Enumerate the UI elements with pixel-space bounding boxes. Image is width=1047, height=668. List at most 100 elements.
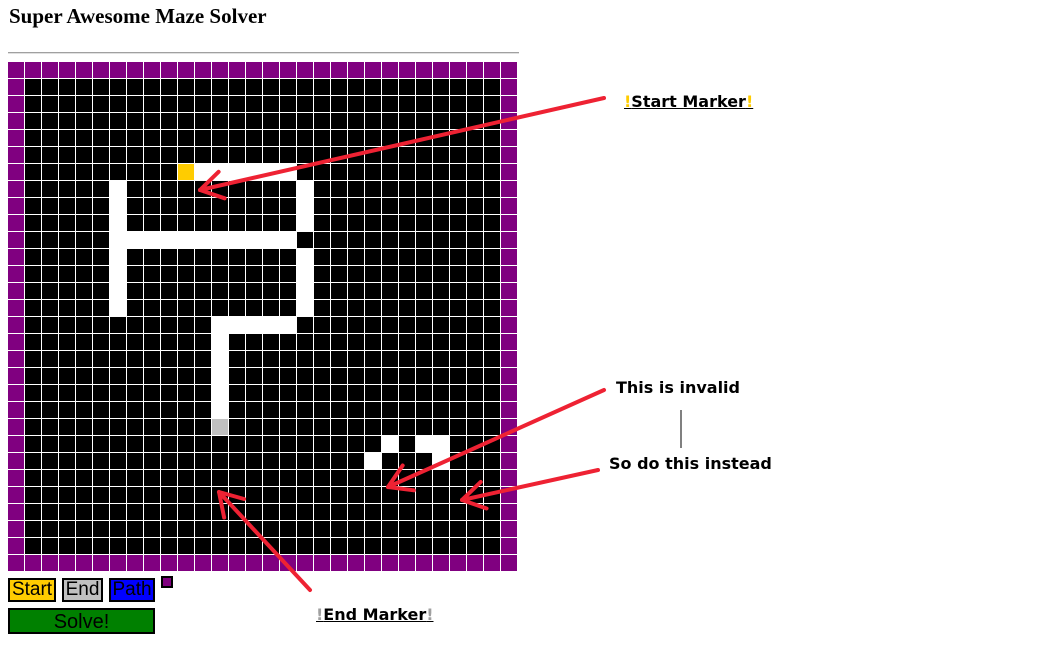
maze-cell[interactable]	[297, 130, 313, 146]
maze-cell[interactable]	[501, 96, 517, 112]
maze-cell[interactable]	[229, 419, 245, 435]
maze-cell[interactable]	[93, 402, 109, 418]
maze-cell[interactable]	[314, 147, 330, 163]
maze-cell[interactable]	[246, 198, 262, 214]
maze-cell[interactable]	[127, 130, 143, 146]
maze-cell[interactable]	[93, 334, 109, 350]
maze-cell[interactable]	[297, 385, 313, 401]
maze-cell[interactable]	[161, 164, 177, 180]
maze-cell[interactable]	[25, 368, 41, 384]
maze-cell[interactable]	[382, 317, 398, 333]
maze-cell[interactable]	[501, 555, 517, 571]
maze-cell[interactable]	[399, 402, 415, 418]
maze-cell[interactable]	[42, 334, 58, 350]
maze-cell[interactable]	[263, 351, 279, 367]
maze-cell[interactable]	[161, 62, 177, 78]
maze-cell[interactable]	[484, 368, 500, 384]
maze-cell[interactable]	[501, 113, 517, 129]
maze-cell[interactable]	[212, 147, 228, 163]
maze-cell[interactable]	[416, 96, 432, 112]
maze-cell[interactable]	[484, 385, 500, 401]
maze-cell[interactable]	[25, 385, 41, 401]
maze-cell[interactable]	[42, 504, 58, 520]
maze-cell[interactable]	[59, 385, 75, 401]
maze-cell[interactable]	[161, 249, 177, 265]
maze-cell[interactable]	[161, 266, 177, 282]
maze-cell[interactable]	[127, 487, 143, 503]
maze-cell[interactable]	[263, 300, 279, 316]
maze-cell[interactable]	[263, 436, 279, 452]
maze-cell[interactable]	[450, 198, 466, 214]
maze-cell[interactable]	[348, 555, 364, 571]
maze-cell[interactable]	[280, 96, 296, 112]
maze-cell[interactable]	[144, 232, 160, 248]
maze-cell[interactable]	[229, 198, 245, 214]
maze-cell[interactable]	[127, 96, 143, 112]
maze-cell[interactable]	[229, 147, 245, 163]
maze-cell[interactable]	[93, 538, 109, 554]
maze-cell[interactable]	[433, 249, 449, 265]
maze-cell[interactable]	[59, 130, 75, 146]
maze-cell[interactable]	[25, 113, 41, 129]
maze-cell[interactable]	[416, 419, 432, 435]
maze-cell[interactable]	[348, 181, 364, 197]
maze-cell[interactable]	[42, 249, 58, 265]
maze-cell[interactable]	[59, 96, 75, 112]
maze-cell[interactable]	[246, 283, 262, 299]
maze-cell[interactable]	[348, 504, 364, 520]
maze-cell[interactable]	[399, 164, 415, 180]
maze-cell[interactable]	[212, 198, 228, 214]
maze-cell[interactable]	[8, 419, 24, 435]
maze-cell[interactable]	[467, 164, 483, 180]
maze-cell[interactable]	[433, 62, 449, 78]
maze-cell[interactable]	[280, 555, 296, 571]
maze-cell[interactable]	[399, 334, 415, 350]
maze-cell[interactable]	[280, 317, 296, 333]
maze-cell[interactable]	[212, 521, 228, 537]
border-color-swatch[interactable]	[161, 576, 173, 588]
maze-cell[interactable]	[382, 198, 398, 214]
maze-cell[interactable]	[42, 300, 58, 316]
maze-cell[interactable]	[42, 368, 58, 384]
maze-cell[interactable]	[365, 334, 381, 350]
maze-cell[interactable]	[144, 300, 160, 316]
maze-cell[interactable]	[467, 368, 483, 384]
maze-cell[interactable]	[59, 436, 75, 452]
maze-cell[interactable]	[127, 198, 143, 214]
maze-cell[interactable]	[8, 266, 24, 282]
maze-cell[interactable]	[76, 368, 92, 384]
maze-cell[interactable]	[42, 164, 58, 180]
maze-cell[interactable]	[229, 317, 245, 333]
maze-cell[interactable]	[365, 436, 381, 452]
maze-cell[interactable]	[399, 232, 415, 248]
maze-cell[interactable]	[501, 181, 517, 197]
maze-cell[interactable]	[144, 470, 160, 486]
maze-cell[interactable]	[263, 334, 279, 350]
maze-cell[interactable]	[59, 351, 75, 367]
maze-cell[interactable]	[365, 368, 381, 384]
maze-cell[interactable]	[127, 470, 143, 486]
maze-cell[interactable]	[331, 521, 347, 537]
maze-cell[interactable]	[467, 181, 483, 197]
maze-cell[interactable]	[144, 113, 160, 129]
maze-cell[interactable]	[110, 62, 126, 78]
maze-cell[interactable]	[212, 232, 228, 248]
maze-cell[interactable]	[365, 317, 381, 333]
maze-cell[interactable]	[76, 317, 92, 333]
maze-cell[interactable]	[8, 249, 24, 265]
maze-cell[interactable]	[399, 283, 415, 299]
maze-cell[interactable]	[280, 249, 296, 265]
maze-cell[interactable]	[501, 351, 517, 367]
maze-cell[interactable]	[484, 130, 500, 146]
maze-cell[interactable]	[246, 266, 262, 282]
maze-cell[interactable]	[246, 368, 262, 384]
maze-cell[interactable]	[8, 504, 24, 520]
maze-cell[interactable]	[178, 436, 194, 452]
maze-cell[interactable]	[144, 555, 160, 571]
maze-cell[interactable]	[110, 232, 126, 248]
maze-cell[interactable]	[229, 181, 245, 197]
maze-cell[interactable]	[416, 215, 432, 231]
maze-cell[interactable]	[331, 504, 347, 520]
maze-cell[interactable]	[348, 351, 364, 367]
maze-cell[interactable]	[501, 521, 517, 537]
